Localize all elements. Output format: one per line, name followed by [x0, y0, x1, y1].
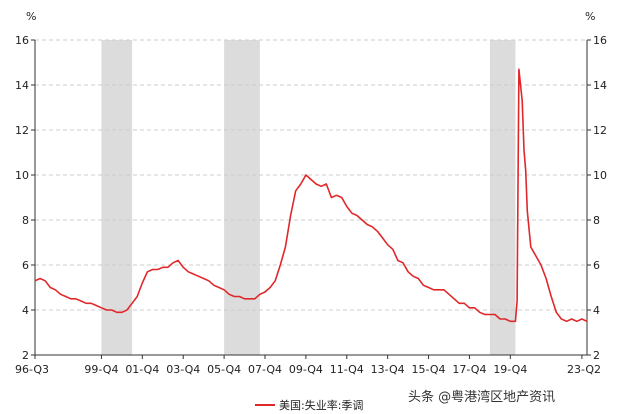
y-tick-label-left-2: 6 [22, 259, 29, 272]
y-tick-label-right-4: 10 [593, 169, 607, 182]
y-tick-label-left-4: 10 [15, 169, 29, 182]
y-tick-label-left-7: 16 [15, 34, 29, 47]
x-tick-label-0: 96-Q3 [15, 363, 49, 376]
recession-band-0 [101, 40, 133, 355]
x-tick-label-4: 05-Q4 [207, 363, 241, 376]
y-tick-label-right-5: 12 [593, 124, 607, 137]
y-axis-left-ticks: 2 4 6 8 10 12 14 16 [15, 34, 35, 362]
recession-bands [101, 40, 516, 355]
y-unit-right: % [585, 10, 595, 23]
watermark: 头条 @粤港湾区地产资讯 [408, 390, 556, 405]
axes [34, 40, 588, 356]
x-tick-label-6: 09-Q4 [289, 363, 323, 376]
x-tick-label-7: 11-Q4 [330, 363, 364, 376]
y-tick-label-left-1: 4 [22, 304, 29, 317]
x-tick-label-8: 13-Q4 [371, 363, 405, 376]
series-line-0 [34, 68, 588, 323]
y-tick-label-right-0: 2 [593, 349, 600, 362]
x-tick-label-1: 99-Q4 [84, 363, 118, 376]
y-tick-label-right-7: 16 [593, 34, 607, 47]
x-axis-ticks: 96-Q3 99-Q4 01-Q4 03-Q4 05-Q4 07-Q4 09-Q4 11-Q4… [15, 355, 601, 376]
series-layer [34, 68, 588, 323]
y-tick-label-right-1: 4 [593, 304, 600, 317]
x-tick-label-11: 19-Q4 [493, 363, 527, 376]
x-tick-label-12: 23-Q2 [567, 363, 601, 376]
gridlines [35, 39, 587, 311]
recession-band-2 [489, 40, 516, 355]
x-tick-label-5: 07-Q4 [248, 363, 282, 376]
legend: 美国:失业率:季调 [255, 398, 363, 412]
y-unit-left: % [26, 10, 36, 23]
legend-label: 美国:失业率:季调 [279, 398, 363, 412]
y-tick-label-right-6: 14 [593, 79, 607, 92]
x-tick-label-9: 15-Q4 [412, 363, 446, 376]
y-tick-label-left-5: 12 [15, 124, 29, 137]
x-tick-label-10: 17-Q4 [452, 363, 486, 376]
y-tick-label-left-3: 8 [22, 214, 29, 227]
y-tick-label-right-2: 6 [593, 259, 600, 272]
y-tick-label-left-6: 14 [15, 79, 29, 92]
recession-band-1 [224, 40, 260, 355]
y-axis-right-ticks: 2 4 6 8 10 12 14 16 [587, 34, 607, 362]
y-tick-label-left-0: 2 [22, 349, 29, 362]
x-tick-label-2: 01-Q4 [125, 363, 159, 376]
y-tick-label-right-3: 8 [593, 214, 600, 227]
x-tick-label-3: 03-Q4 [166, 363, 200, 376]
